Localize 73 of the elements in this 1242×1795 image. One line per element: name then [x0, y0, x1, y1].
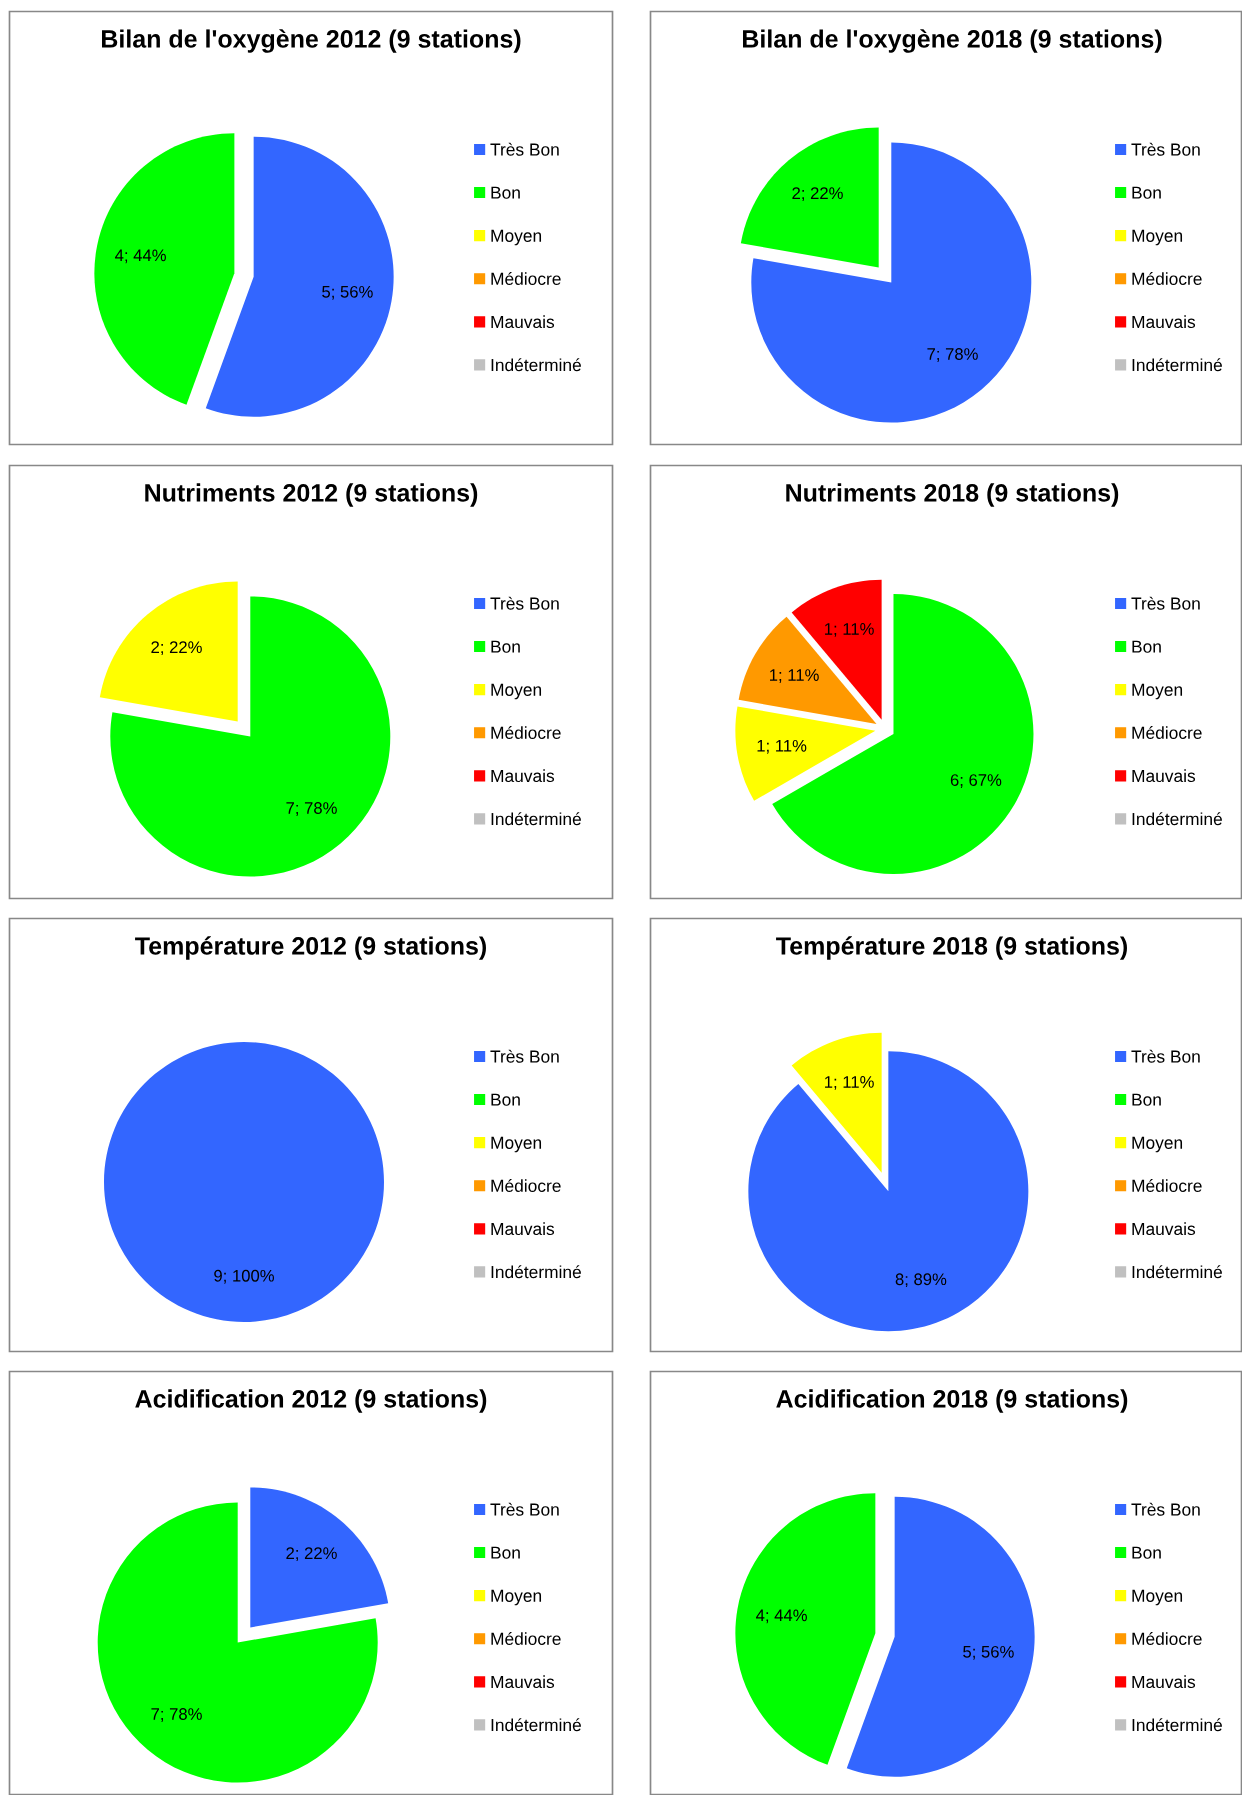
data-label: 8; 89%: [895, 1273, 947, 1288]
legend-label: Moyen: [1132, 1136, 1183, 1153]
legend-label: Indéterminé: [491, 1265, 581, 1279]
chart-title: Température 2012 (9 stations): [135, 936, 486, 960]
legend-label: Mauvais: [1132, 315, 1196, 329]
legend-label: Bon: [1132, 1546, 1161, 1559]
legend-label: Mauvais: [491, 769, 555, 783]
legend-label: Moyen: [1132, 229, 1183, 246]
chart-title: Acidification 2012 (9 stations): [135, 1389, 487, 1413]
data-label: 2; 22%: [151, 641, 202, 656]
legend-label: Mauvais: [491, 1222, 555, 1236]
data-label: 2; 22%: [792, 187, 843, 202]
legend-label: Indéterminé: [491, 1718, 581, 1732]
legend-label: Très Bon: [490, 1049, 559, 1063]
legend-label: Mauvais: [1132, 769, 1196, 783]
legend-label: Moyen: [1132, 1589, 1183, 1606]
legend-label: Très Bon: [490, 142, 559, 156]
legend-label: Très Bon: [490, 596, 559, 610]
data-label: 4; 44%: [115, 249, 166, 264]
legend-label: Moyen: [491, 683, 542, 700]
legend-label: Moyen: [1132, 683, 1183, 700]
legend-label: Indéterminé: [1132, 358, 1222, 372]
legend-label: Médiocre: [1132, 1632, 1202, 1645]
data-label: 7; 78%: [927, 348, 978, 362]
legend-label: Indéterminé: [491, 812, 581, 826]
legend-label: Médiocre: [491, 1179, 561, 1192]
data-label: 2; 22%: [286, 1547, 337, 1562]
legend-label: Médiocre: [1132, 272, 1202, 285]
legend-label: Très Bon: [490, 1502, 559, 1516]
data-label: 1; 11%: [757, 739, 807, 754]
data-label: 9; 100%: [214, 1269, 274, 1284]
legend-label: Médiocre: [491, 272, 561, 285]
legend-label: Bon: [1132, 1093, 1161, 1106]
legend-label: Très Bon: [1131, 596, 1200, 610]
legend-label: Médiocre: [1132, 1179, 1202, 1192]
legend-label: Bon: [1132, 186, 1161, 199]
chart-title: Bilan de l'oxygène 2018 (9 stations): [743, 29, 1162, 53]
legend-label: Mauvais: [491, 315, 555, 329]
legend-label: Indéterminé: [1132, 1718, 1222, 1732]
data-label: 5; 56%: [963, 1645, 1014, 1660]
legend-label: Moyen: [491, 1589, 542, 1606]
chart-title: Nutriments 2018 (9 stations): [786, 483, 1119, 507]
legend-label: Très Bon: [1131, 1502, 1200, 1516]
chart-title: Acidification 2018 (9 stations): [776, 1389, 1128, 1413]
data-label: 5; 56%: [322, 285, 373, 300]
data-label: 1; 11%: [825, 1076, 874, 1090]
data-label: 1; 11%: [770, 669, 819, 683]
chart-title: Nutriments 2012 (9 stations): [145, 483, 478, 507]
legend-label: Médiocre: [491, 726, 561, 739]
legend-label: Bon: [491, 186, 520, 199]
legend-label: Mauvais: [1132, 1675, 1196, 1689]
data-label: 6; 67%: [950, 774, 1002, 788]
legend-label: Indéterminé: [491, 358, 581, 372]
legend-label: Mauvais: [1132, 1222, 1196, 1236]
data-label: 7; 78%: [151, 1708, 202, 1722]
legend-label: Moyen: [491, 229, 542, 246]
data-label: 7; 78%: [286, 802, 337, 816]
legend-label: Moyen: [491, 1136, 542, 1153]
chart-title: Température 2018 (9 stations): [776, 936, 1127, 960]
legend-label: Mauvais: [491, 1675, 555, 1689]
legend-label: Médiocre: [491, 1632, 561, 1645]
legend-label: Bon: [491, 1093, 520, 1106]
legend-label: Très Bon: [1131, 142, 1200, 156]
legend-label: Bon: [491, 1546, 520, 1559]
chart-title: Bilan de l'oxygène 2012 (9 stations): [102, 29, 521, 53]
legend-label: Indéterminé: [1132, 1265, 1222, 1279]
data-label: 4; 44%: [756, 1609, 807, 1624]
legend-label: Bon: [491, 640, 520, 653]
legend-label: Indéterminé: [1132, 812, 1222, 826]
legend-label: Bon: [1132, 640, 1161, 653]
legend-label: Très Bon: [1131, 1049, 1200, 1063]
legend-label: Médiocre: [1132, 726, 1202, 739]
data-label: 1; 11%: [825, 623, 874, 637]
